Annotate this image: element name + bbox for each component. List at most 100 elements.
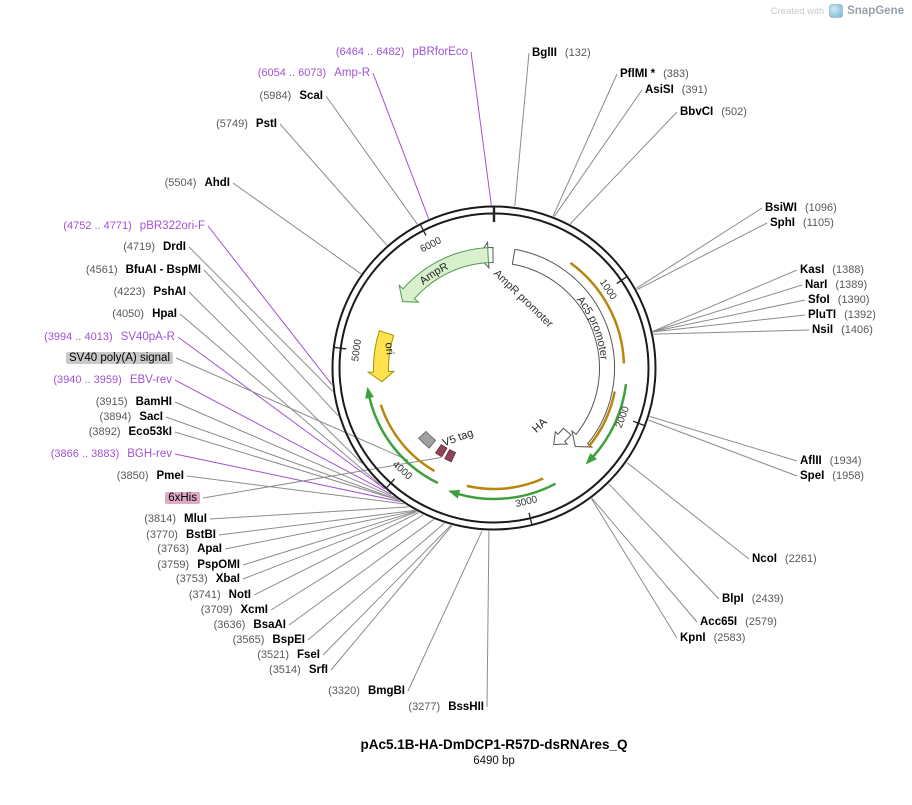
feature-label-ampr-promoter: AmpR promoter [491, 268, 555, 331]
site-position: (1958) [832, 470, 865, 482]
site-name: BstBI [185, 529, 216, 541]
tick-1000 [616, 275, 628, 285]
site-position: (2261) [784, 553, 817, 565]
leader-line-asisi [553, 89, 643, 217]
callout-bbvci: BbvCI (502) [680, 104, 747, 120]
leader-line-noti [253, 512, 419, 596]
site-name: PflMI * [620, 68, 656, 80]
tick-label-2000: 2000 [614, 405, 632, 430]
primer-name: BGH-rev [127, 448, 172, 460]
site-name: ScaI [299, 90, 323, 102]
leader-line-bstbi [218, 509, 415, 536]
feature-green-arc-2-arrowhead [448, 489, 461, 499]
leader-line-nari [652, 284, 803, 332]
feature-label-v5-tag: V5 tag [441, 427, 475, 449]
callout-asisi: AsiSI (391) [645, 82, 707, 98]
site-position: (1096) [804, 202, 837, 214]
site-position: (502) [721, 106, 747, 118]
leader-line-acc65i [591, 497, 698, 623]
leader-line-pbr322ori-f [207, 225, 333, 385]
site-name: SrfI [308, 664, 328, 676]
primer-range: (4752 .. 4771) [63, 220, 132, 232]
feature-sixhis-marker-2 [434, 443, 448, 458]
leader-line-pbrforeco [470, 51, 492, 206]
site-name: PspOMI [197, 559, 240, 571]
primer-name: pBR322ori-F [139, 220, 205, 232]
primer-range: (3940 .. 3959) [53, 374, 122, 386]
callout-drdi: (4719) DrdI [123, 239, 186, 255]
site-position: (3320) [328, 685, 360, 697]
site-name: KpnI [680, 632, 706, 644]
leader-line-sv40pa-r [177, 336, 386, 490]
site-position: (3850) [116, 470, 149, 482]
leader-line-bbvci [569, 111, 678, 225]
leader-line-pmei [186, 475, 404, 505]
callout-6xhis: 6xHis [165, 490, 200, 506]
callout-aflii: AflII (1934) [800, 453, 862, 469]
site-position: (3915) [95, 396, 128, 408]
callout-bamhi: (3915) BamHI [96, 394, 172, 410]
callout-sphi: SphI (1105) [770, 215, 834, 231]
site-name: NcoI [752, 553, 777, 565]
callout-pshai: (4223) PshAI [114, 284, 186, 300]
feature-orange-arc-2 [587, 391, 616, 448]
callout-srfi: (3514) SrfI [269, 662, 328, 678]
site-name: AhdI [204, 177, 230, 189]
callout-acc65i: Acc65I (2579) [700, 614, 777, 630]
callout-pbr322ori-f: (4752 .. 4771) pBR322ori-F [63, 218, 205, 234]
callout-bfuai-bspmi: (4561) BfuAI - BspMI [86, 262, 201, 278]
leader-line-bfuai-bspmi [203, 269, 339, 416]
site-position: (1388) [832, 264, 865, 276]
tick-5000 [333, 346, 347, 350]
feature-ac5-promoter [511, 248, 615, 448]
site-name: SacI [139, 411, 163, 423]
callout-pmei: (3850) PmeI [117, 468, 184, 484]
tick-label-1000: 1000 [597, 277, 619, 302]
site-position: (5984) [259, 90, 292, 102]
site-position: (3770) [146, 529, 178, 541]
primer-range: (3866 .. 3883) [50, 448, 120, 460]
feature-badge: SV40 poly(A) signal [66, 352, 173, 364]
feature-label-ori: ori [382, 342, 395, 356]
callout-pluti: PluTI (1392) [808, 307, 876, 323]
leader-line-fsei [322, 524, 452, 656]
site-position: (3521) [257, 649, 289, 661]
callout-fsei: (3521) FseI [257, 647, 320, 663]
site-name: AflII [800, 455, 822, 467]
primer-range: (3994 .. 4013) [44, 331, 113, 343]
site-position: (3565) [232, 634, 265, 646]
watermark-brand: SnapGene [847, 5, 904, 17]
leader-line-xbai [242, 511, 418, 580]
callout-blpi: BlpI (2439) [722, 591, 784, 607]
callout-ncoi: NcoI (2261) [752, 551, 817, 567]
site-position: (3892) [88, 426, 121, 438]
leader-line-srfi [330, 525, 453, 671]
site-name: PluTI [808, 309, 837, 321]
site-position: (4561) [85, 264, 118, 276]
callout-bsiwi: BsiWI (1096) [765, 200, 837, 216]
callout-bsshii: (3277) BssHII [408, 699, 484, 715]
site-name: BssHII [448, 701, 484, 713]
site-position: (4719) [123, 241, 155, 253]
site-name: BbvCI [680, 106, 714, 118]
callout-pbrforeco: (6464 .. 6482) pBRforEco [336, 44, 468, 60]
site-position: (1392) [844, 309, 876, 321]
site-name: ApaI [197, 543, 222, 555]
site-name: BspEI [272, 634, 305, 646]
callout-scai: (5984) ScaI [260, 88, 323, 104]
callout-saci: (3894) SacI [100, 409, 163, 425]
leader-line-ahdi [232, 182, 362, 275]
callout-sv40-poly-a-signal: SV40 poly(A) signal [66, 350, 173, 366]
site-name: BsaAI [253, 619, 286, 631]
leader-line-sv40-poly-a-signal [175, 357, 409, 461]
callout-kasi: KasI (1388) [800, 262, 864, 278]
callout-kpni: KpnI (2583) [680, 630, 745, 646]
leader-line-ncoi [626, 462, 750, 560]
leader-line-pshai [188, 291, 363, 464]
callout-sfoi: SfoI (1390) [808, 292, 870, 308]
leader-line-blpi [608, 483, 720, 600]
leader-line-bspei [307, 522, 445, 641]
site-position: (3894) [99, 411, 132, 423]
feature-v5-tag [417, 430, 437, 449]
tick-6000 [419, 223, 427, 236]
